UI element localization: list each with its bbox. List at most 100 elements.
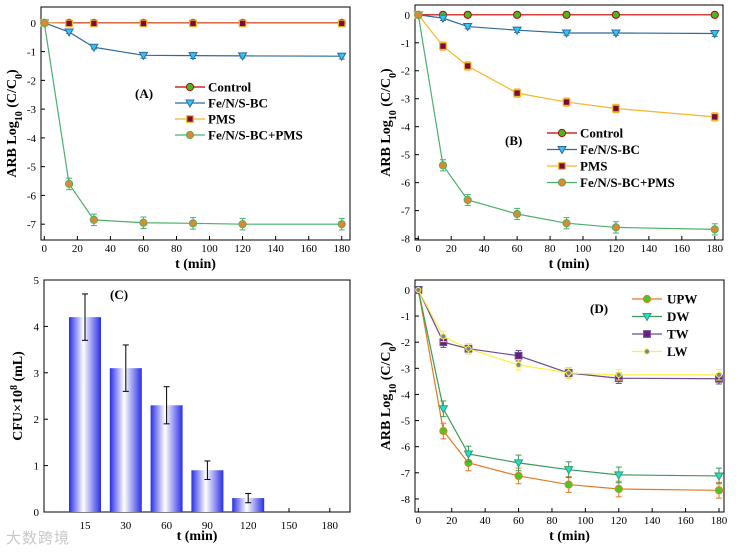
data-point [513, 10, 522, 19]
x-tick-label: 160 [677, 515, 694, 527]
x-tick-label: 180 [711, 515, 728, 527]
bar-15 [69, 317, 101, 512]
panel-label: (B) [505, 133, 522, 148]
plot-frame [414, 279, 725, 513]
data-point [463, 450, 474, 460]
legend-label: UPW [667, 292, 697, 307]
y-tick-label: -3 [27, 104, 37, 116]
y-tick-label: -3 [401, 363, 411, 375]
y-axis-label-part: 10 [388, 384, 399, 394]
legend-marker [557, 146, 567, 155]
data-point [514, 471, 523, 481]
panel-label: (A) [135, 86, 153, 101]
legend-label: LW [667, 344, 687, 359]
legend-entry: PMS [547, 159, 607, 174]
y-axis-label-part: 10 [388, 110, 399, 120]
data-point [613, 471, 624, 480]
data-point [564, 480, 573, 489]
y-axis-label-part: 0 [388, 73, 399, 78]
legend-marker [643, 348, 651, 355]
y-tick-label: -6 [27, 190, 37, 202]
plot-frame [40, 6, 351, 241]
y-tick-label: -6 [401, 442, 411, 454]
data-point [414, 10, 423, 19]
legend-entry: Fe/N/S-BC [547, 142, 640, 157]
y-tick-label: 3 [34, 368, 40, 380]
data-point [89, 19, 98, 28]
y-axis-label-part: ARB Log [5, 121, 20, 177]
x-tick-label: 100 [575, 243, 592, 255]
y-tick-label: -5 [401, 416, 411, 428]
data-point [562, 10, 571, 19]
y-tick-label: -5 [27, 162, 37, 174]
y-tick-label: 5 [34, 275, 40, 287]
legend-marker [557, 178, 567, 187]
legend-label: Control [208, 80, 251, 95]
x-tick-label: 180 [333, 243, 350, 255]
data-point [563, 466, 574, 475]
y-tick-label: -7 [401, 206, 411, 218]
legend-entry: Fe/N/S-BC+PMS [547, 175, 675, 190]
y-axis-label-part: (mL) [11, 351, 26, 385]
data-point [138, 51, 149, 61]
y-tick-label: 0 [405, 10, 411, 22]
data-point [237, 52, 248, 61]
y-axis-label-part: ARB Log [379, 394, 394, 450]
y-tick-label: 1 [34, 461, 40, 473]
y-axis-label-part: ARB Log [379, 120, 394, 176]
data-point [514, 351, 523, 360]
data-point [513, 459, 524, 468]
data-point [336, 52, 347, 62]
legend-entry: UPW [632, 292, 697, 307]
plot-frame [414, 4, 724, 241]
y-tick-label: 0 [405, 285, 411, 297]
y-tick-label: -4 [401, 389, 411, 401]
series-fe-n-s-bc-pms [414, 10, 719, 236]
x-tick-label: 80 [545, 243, 557, 255]
y-tick-label: 0 [34, 507, 40, 519]
data-point [710, 113, 719, 121]
legend-label: PMS [208, 112, 235, 127]
data-point [612, 104, 620, 113]
data-point [465, 345, 472, 352]
legend-label: Fe/N/S-BC [208, 96, 268, 111]
series-control [414, 10, 719, 19]
legend-marker [643, 330, 651, 338]
y-tick-label: -2 [401, 337, 410, 349]
y-tick-label: -2 [401, 66, 410, 78]
y-axis-label-part: 0 [14, 74, 25, 79]
x-tick-label: 140 [267, 243, 284, 255]
data-point [513, 89, 522, 98]
data-point [439, 426, 448, 436]
x-tick-label: 100 [201, 243, 218, 255]
x-tick-label: 180 [322, 520, 339, 532]
data-point [189, 19, 197, 28]
y-tick-label: -8 [401, 234, 411, 246]
data-point [562, 219, 571, 228]
data-point [614, 484, 623, 494]
data-point [714, 486, 724, 495]
data-point [715, 371, 723, 378]
data-point [709, 30, 720, 39]
data-point [562, 98, 571, 106]
watermark: 大数跨境 [6, 529, 71, 547]
x-tick-label: 60 [512, 243, 524, 255]
data-point [462, 23, 473, 32]
legend-entry: Control [547, 126, 623, 141]
legend-marker [185, 99, 195, 109]
x-tick-label: 120 [234, 243, 251, 255]
bar-30 [109, 368, 142, 512]
data-point [710, 10, 719, 19]
y-tick-label: -4 [401, 122, 411, 134]
data-point [463, 10, 472, 19]
data-point [337, 220, 346, 229]
legend-entry: PMS [175, 112, 235, 127]
data-point [515, 361, 522, 369]
data-point [64, 179, 74, 189]
panel-label: (D) [590, 301, 608, 316]
y-tick-label: 2 [34, 414, 40, 426]
x-tick-label: 15 [80, 520, 92, 532]
x-tick-label: 0 [42, 243, 48, 255]
